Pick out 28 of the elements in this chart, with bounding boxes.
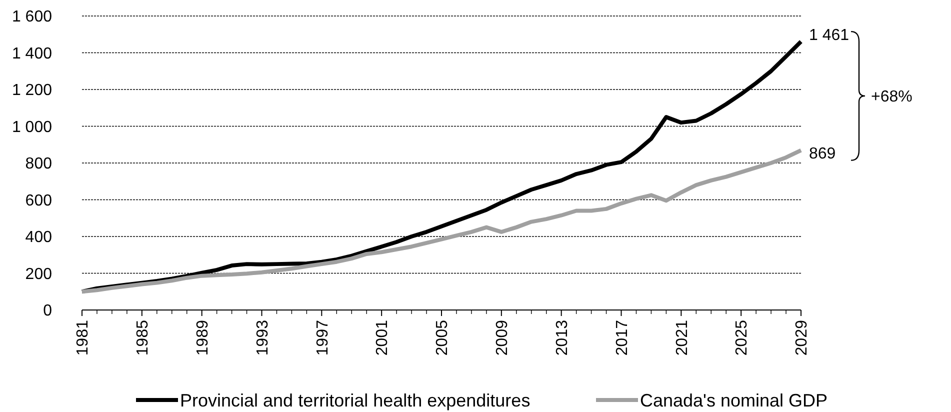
x-tick-label: 2005 <box>434 320 452 356</box>
y-tick-label: 600 <box>25 192 52 210</box>
y-tick-label: 1 200 <box>12 82 52 100</box>
text: +68% <box>871 88 912 106</box>
x-tick-label: 2025 <box>734 320 751 356</box>
y-tick-label: 400 <box>25 229 52 246</box>
y-tick-label: 800 <box>25 156 52 173</box>
x-tick-label: 2013 <box>554 320 571 356</box>
x-tick-label: 2009 <box>494 320 512 356</box>
legend-label: Provincial and territorial health expenditures <box>180 390 530 410</box>
line-series <box>80 148 803 294</box>
x-tick-label: 1981 <box>74 320 92 356</box>
annotation: 1 461 <box>809 26 850 44</box>
y-tick-label: 200 <box>25 266 52 283</box>
y-tick-label: 1 400 <box>12 45 52 62</box>
x-tick-label: 2001 <box>374 320 392 356</box>
x-tick-label: 1993 <box>254 320 272 356</box>
legend-label: Canada's nominal GDP <box>640 390 828 410</box>
y-tick-label: 1 000 <box>12 118 52 136</box>
y-tick-label: 0 <box>43 302 52 320</box>
x-tick-label: 2029 <box>794 320 811 356</box>
x-tick-label: 1989 <box>194 320 212 356</box>
y-tick-label: 1 600 <box>12 8 52 26</box>
x-tick-label: 1997 <box>314 320 332 356</box>
annotation: 869 <box>809 145 836 162</box>
x-tick-label: 2017 <box>614 320 631 356</box>
x-tick-label: 1985 <box>134 320 152 356</box>
x-tick-label: 2021 <box>674 320 691 356</box>
